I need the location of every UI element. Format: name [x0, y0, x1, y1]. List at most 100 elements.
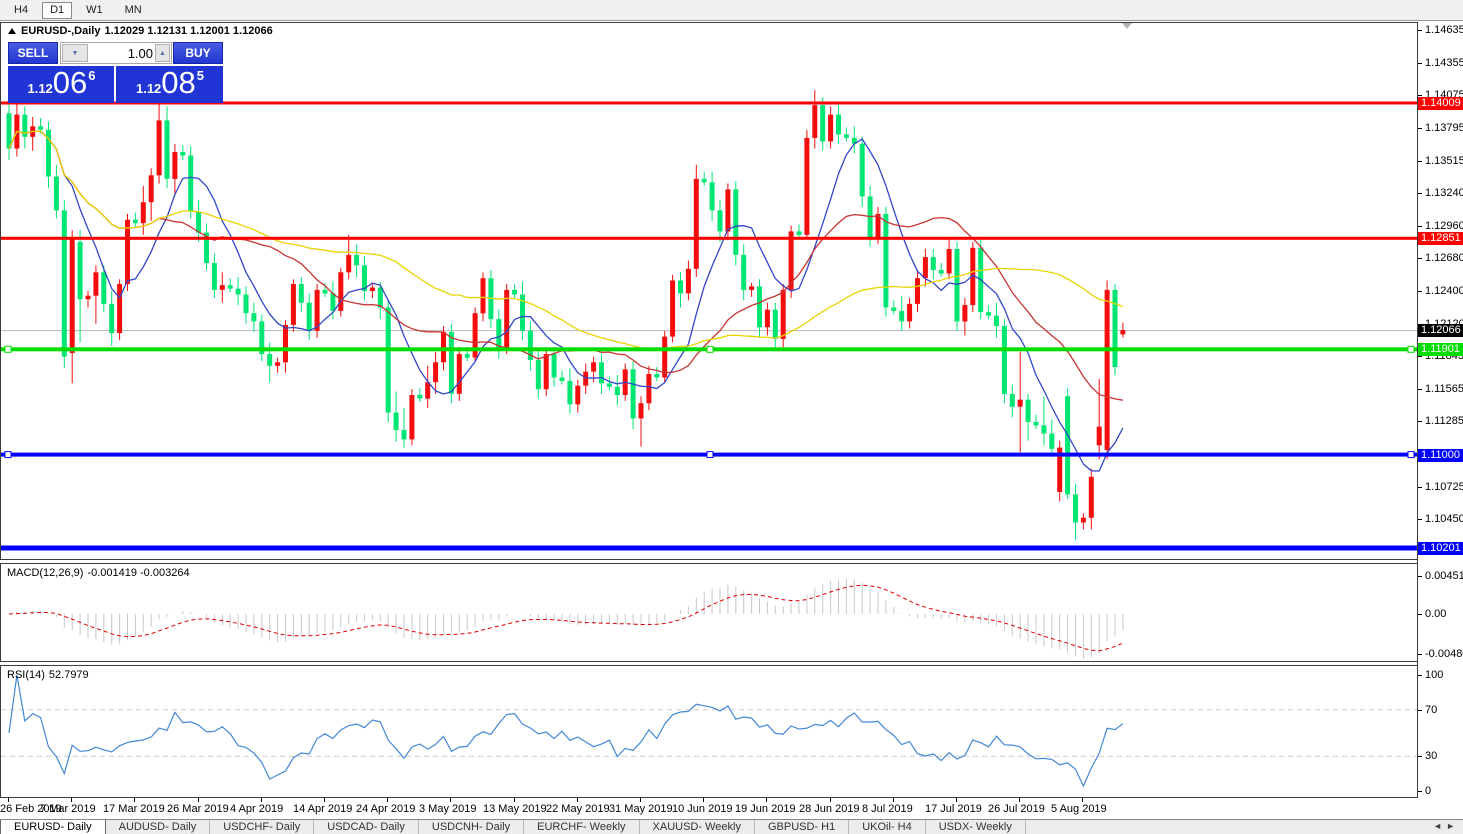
price-axis-label: 1.11565: [1425, 383, 1463, 395]
hline-handle[interactable]: [1407, 451, 1415, 459]
tab-eurusd-daily[interactable]: EURUSD- Daily: [0, 820, 106, 834]
tab-usdcad-daily[interactable]: USDCAD- Daily: [314, 820, 419, 834]
tab-xauusd-weekly[interactable]: XAUUSD- Weekly: [640, 820, 755, 834]
chart-title: EURUSD-,Daily 1.12029 1.12131 1.12001 1.1…: [8, 25, 273, 37]
timeframe-button-h4[interactable]: H4: [14, 4, 29, 16]
line: [8, 674, 1124, 788]
sell-button[interactable]: SELL: [8, 42, 58, 64]
one-click-collapse-icon[interactable]: [8, 28, 16, 34]
date-label: 14 Apr 2019: [293, 803, 353, 815]
timeframe-button-mn[interactable]: MN: [124, 4, 142, 16]
rsi-axis-label: 100: [1425, 669, 1444, 681]
date-tick: [324, 798, 325, 802]
rsi-axis-label: 30: [1425, 750, 1438, 762]
buy-price-prefix: 1.12: [135, 81, 162, 96]
tab-eurchf-weekly[interactable]: EURCHF- Weekly: [524, 820, 640, 834]
hline-price-tag: 1.10201: [1418, 542, 1463, 555]
price-axis-label: 1.11285: [1425, 415, 1463, 427]
rsi-axis-tick: [1418, 675, 1422, 676]
timeframe-button-w1[interactable]: W1: [86, 4, 103, 16]
tab-scroll-right-icon[interactable]: ►: [1446, 821, 1459, 831]
hline-1.12851[interactable]: [1, 236, 1417, 240]
price-axis-label: 1.13515: [1425, 155, 1463, 167]
tab-ukoil-h4[interactable]: UKOil- H4: [849, 820, 926, 834]
rsi-axis-label: 0: [1425, 785, 1432, 797]
price-axis[interactable]: 1.14635 1.14355 1.14075 1.13795 1.13515 …: [1418, 22, 1463, 798]
date-label: 10 Jun 2019: [672, 803, 733, 815]
hline-price-tag: 1.11000: [1418, 449, 1463, 462]
date-label: 28 Jun 2019: [799, 803, 860, 815]
price-axis-tick: [1418, 421, 1422, 422]
price-axis-tick: [1418, 226, 1422, 227]
chart-canvas[interactable]: [1, 23, 1417, 559]
date-label: 13 May 2019: [483, 803, 547, 815]
date-tick: [387, 798, 388, 802]
volume-increase-button[interactable]: ▲: [155, 44, 170, 62]
date-tick: [640, 798, 641, 802]
date-axis[interactable]: 26 Feb 2019 7 Mar 2019 17 Mar 2019 26 Ma…: [0, 798, 1417, 819]
date-tick: [766, 798, 767, 802]
tab-scroll-left-icon[interactable]: ◄: [1433, 821, 1447, 831]
one-click-trading-panel: SELL ▼ ▲ BUY 1.12066 1.12085: [8, 42, 223, 103]
hline-price-tag: 1.12851: [1418, 232, 1463, 245]
rsi-axis-tick: [1418, 710, 1422, 711]
buy-price-display[interactable]: 1.12085: [116, 65, 223, 103]
macd-axis-label: 0.004517: [1425, 570, 1463, 582]
price-axis-tick: [1418, 291, 1422, 292]
rsi-axis-tick: [1418, 791, 1422, 792]
hline-handle[interactable]: [4, 345, 12, 353]
buy-button[interactable]: BUY: [173, 42, 223, 64]
volume-decrease-button[interactable]: ▼: [62, 44, 88, 62]
date-label: 19 Jun 2019: [735, 803, 796, 815]
hline-handle[interactable]: [1407, 345, 1415, 353]
tab-usdx-weekly[interactable]: USDX- Weekly: [926, 820, 1026, 834]
date-tick: [261, 798, 262, 802]
date-label: 17 Mar 2019: [103, 803, 165, 815]
price-axis-tick: [1418, 128, 1422, 129]
date-label: 17 Jul 2019: [925, 803, 982, 815]
hline-handle[interactable]: [706, 451, 714, 459]
price-axis-label: 1.13240: [1425, 187, 1463, 199]
price-axis-tick: [1418, 487, 1422, 488]
price-axis-label: 1.13795: [1425, 122, 1463, 134]
price-axis-tick: [1418, 63, 1422, 64]
main-chart-pane[interactable]: [0, 22, 1417, 560]
axis-separator: [1417, 22, 1418, 798]
hline-1.14009[interactable]: [1, 101, 1417, 105]
macd-name: MACD(12,26,9): [7, 567, 84, 579]
date-tick: [577, 798, 578, 802]
tab-usdchf-daily[interactable]: USDCHF- Daily: [210, 820, 315, 834]
date-label: 26 Feb 2019: [0, 803, 62, 815]
hline-1.10201[interactable]: [1, 545, 1417, 551]
price-axis-label: 1.10450: [1425, 513, 1463, 525]
chart-title-symbol: EURUSD-,Daily: [21, 25, 101, 37]
date-label: 8 Jul 2019: [862, 803, 913, 815]
sell-price-big: 06: [52, 65, 88, 100]
rsi-label: RSI(14) 52.7979: [7, 669, 93, 681]
line: [8, 130, 1124, 351]
buy-price-sup: 5: [196, 67, 205, 83]
price-axis-label: 1.12680: [1425, 252, 1463, 264]
price-axis-label: 1.14355: [1425, 57, 1463, 69]
date-label: 4 Apr 2019: [230, 803, 284, 815]
chart-title-ohlc: 1.12029 1.12131 1.12001 1.12066: [104, 25, 273, 37]
tabs-host: EURUSD- Daily AUDUSD- Daily USDCHF- Daily U…: [0, 820, 1026, 834]
rsi-axis-tick: [1418, 756, 1422, 757]
hline-handle[interactable]: [4, 451, 12, 459]
current-price-line: [1, 330, 1417, 332]
macd-series: [8, 579, 1124, 659]
macd-axis-tick: [1418, 614, 1422, 615]
tab-audusd-daily[interactable]: AUDUSD- Daily: [106, 820, 211, 834]
sell-price-display[interactable]: 1.12066: [8, 65, 114, 103]
hline-handle[interactable]: [706, 345, 714, 353]
date-label: 31 May 2019: [609, 803, 673, 815]
timeframe-button-d1[interactable]: D1: [42, 2, 73, 19]
rsi-pane[interactable]: RSI(14) 52.7979: [0, 665, 1417, 798]
macd-pane[interactable]: MACD(12,26,9) -0.001419 -0.003264: [0, 563, 1417, 662]
tab-scroll-arrows[interactable]: ◄►: [1433, 821, 1459, 831]
chart-nav-arrow-icon[interactable]: [1122, 23, 1132, 29]
tab-usdcnh-daily[interactable]: USDCNH- Daily: [419, 820, 525, 834]
volume-input[interactable]: [89, 44, 155, 62]
price-axis-tick: [1418, 389, 1422, 390]
tab-gbpusd-h1[interactable]: GBPUSD- H1: [755, 820, 850, 834]
